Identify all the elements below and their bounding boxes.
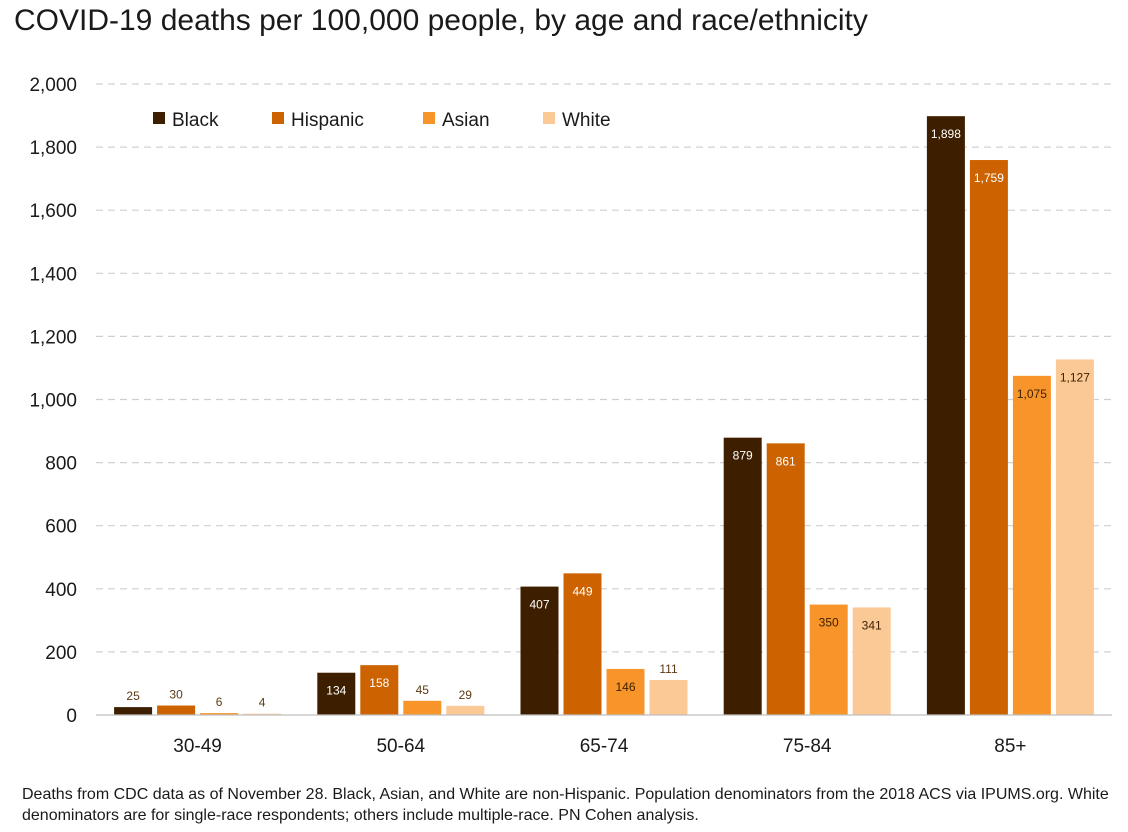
legend-label-asian: Asian	[442, 110, 490, 131]
bar-asian	[1012, 375, 1051, 715]
data-label: 158	[369, 676, 389, 690]
data-label: 350	[819, 616, 839, 630]
bar-white	[243, 713, 282, 715]
data-label: 25	[126, 689, 140, 703]
legend-swatch-hispanic	[272, 112, 284, 124]
legend-label-hispanic: Hispanic	[291, 110, 364, 131]
y-tick-label: 1,600	[29, 201, 77, 222]
legend: Black Hispanic Asian White	[153, 110, 611, 131]
bar-black	[520, 586, 559, 715]
y-axis: 0 200 400 600 800 1,000 1,200 1,400 1,600 1,800 2,…	[29, 75, 77, 727]
bars	[114, 116, 1094, 715]
data-label: 449	[572, 584, 592, 598]
bar-white	[852, 607, 891, 715]
y-tick-label: 200	[45, 643, 77, 664]
data-label: 4	[259, 696, 266, 710]
bar-asian	[200, 713, 239, 715]
x-tick-label: 30-49	[173, 736, 222, 757]
bar-hispanic	[969, 160, 1008, 715]
data-label: 45	[416, 683, 430, 697]
bar-asian	[403, 700, 442, 715]
y-tick-label: 1,400	[29, 264, 77, 285]
data-label: 861	[776, 454, 796, 468]
x-tick-label: 65-74	[580, 736, 629, 757]
bar-asian	[809, 604, 848, 715]
data-labels: 25 30 6 4 134 158 45 29 407 449 146 111 879 861 350 341…	[126, 127, 1090, 710]
data-label: 111	[659, 662, 678, 676]
x-axis: 30-49 50-64 65-74 75-84 85+	[96, 714, 1112, 757]
data-label: 134	[326, 684, 346, 698]
x-tick-label: 85+	[994, 736, 1026, 757]
bar-white	[446, 705, 485, 715]
y-tick-label: 1,000	[29, 391, 77, 412]
bar-asian	[606, 668, 645, 715]
bar-hispanic	[157, 705, 196, 715]
legend-swatch-black	[153, 112, 165, 124]
bar-hispanic	[563, 573, 602, 715]
data-label: 6	[216, 695, 223, 709]
bar-hispanic	[360, 665, 399, 715]
data-label: 1,127	[1060, 370, 1090, 384]
footnote: Deaths from CDC data as of November 28. …	[22, 786, 1109, 824]
x-tick-label: 50-64	[376, 736, 425, 757]
bar-hispanic	[766, 443, 805, 715]
bar-white	[1055, 359, 1094, 715]
data-label: 146	[615, 680, 635, 694]
legend-label-black: Black	[172, 110, 219, 131]
data-label: 407	[529, 598, 549, 612]
data-label: 1,759	[974, 171, 1004, 185]
bar-black	[723, 437, 762, 715]
y-tick-label: 1,200	[29, 327, 77, 348]
data-label: 1,898	[931, 127, 961, 141]
legend-swatch-white	[543, 112, 555, 124]
legend-label-white: White	[562, 110, 611, 131]
y-tick-label: 1,800	[29, 138, 77, 159]
data-label: 879	[733, 449, 753, 463]
y-tick-label: 0	[66, 706, 77, 727]
legend-swatch-asian	[423, 112, 435, 124]
data-label: 29	[459, 688, 473, 702]
bar-black	[317, 672, 356, 715]
bar-black	[926, 116, 965, 715]
data-label: 1,075	[1017, 387, 1047, 401]
y-tick-label: 2,000	[29, 75, 77, 96]
y-tick-label: 400	[45, 580, 77, 601]
y-tick-label: 600	[45, 517, 77, 538]
data-label: 341	[862, 618, 882, 632]
data-label: 30	[169, 688, 183, 702]
y-tick-label: 800	[45, 454, 77, 475]
chart-title: COVID-19 deaths per 100,000 people, by a…	[14, 4, 868, 37]
x-tick-label: 75-84	[783, 736, 832, 757]
bar-white	[649, 679, 688, 715]
bar-black	[114, 707, 153, 715]
